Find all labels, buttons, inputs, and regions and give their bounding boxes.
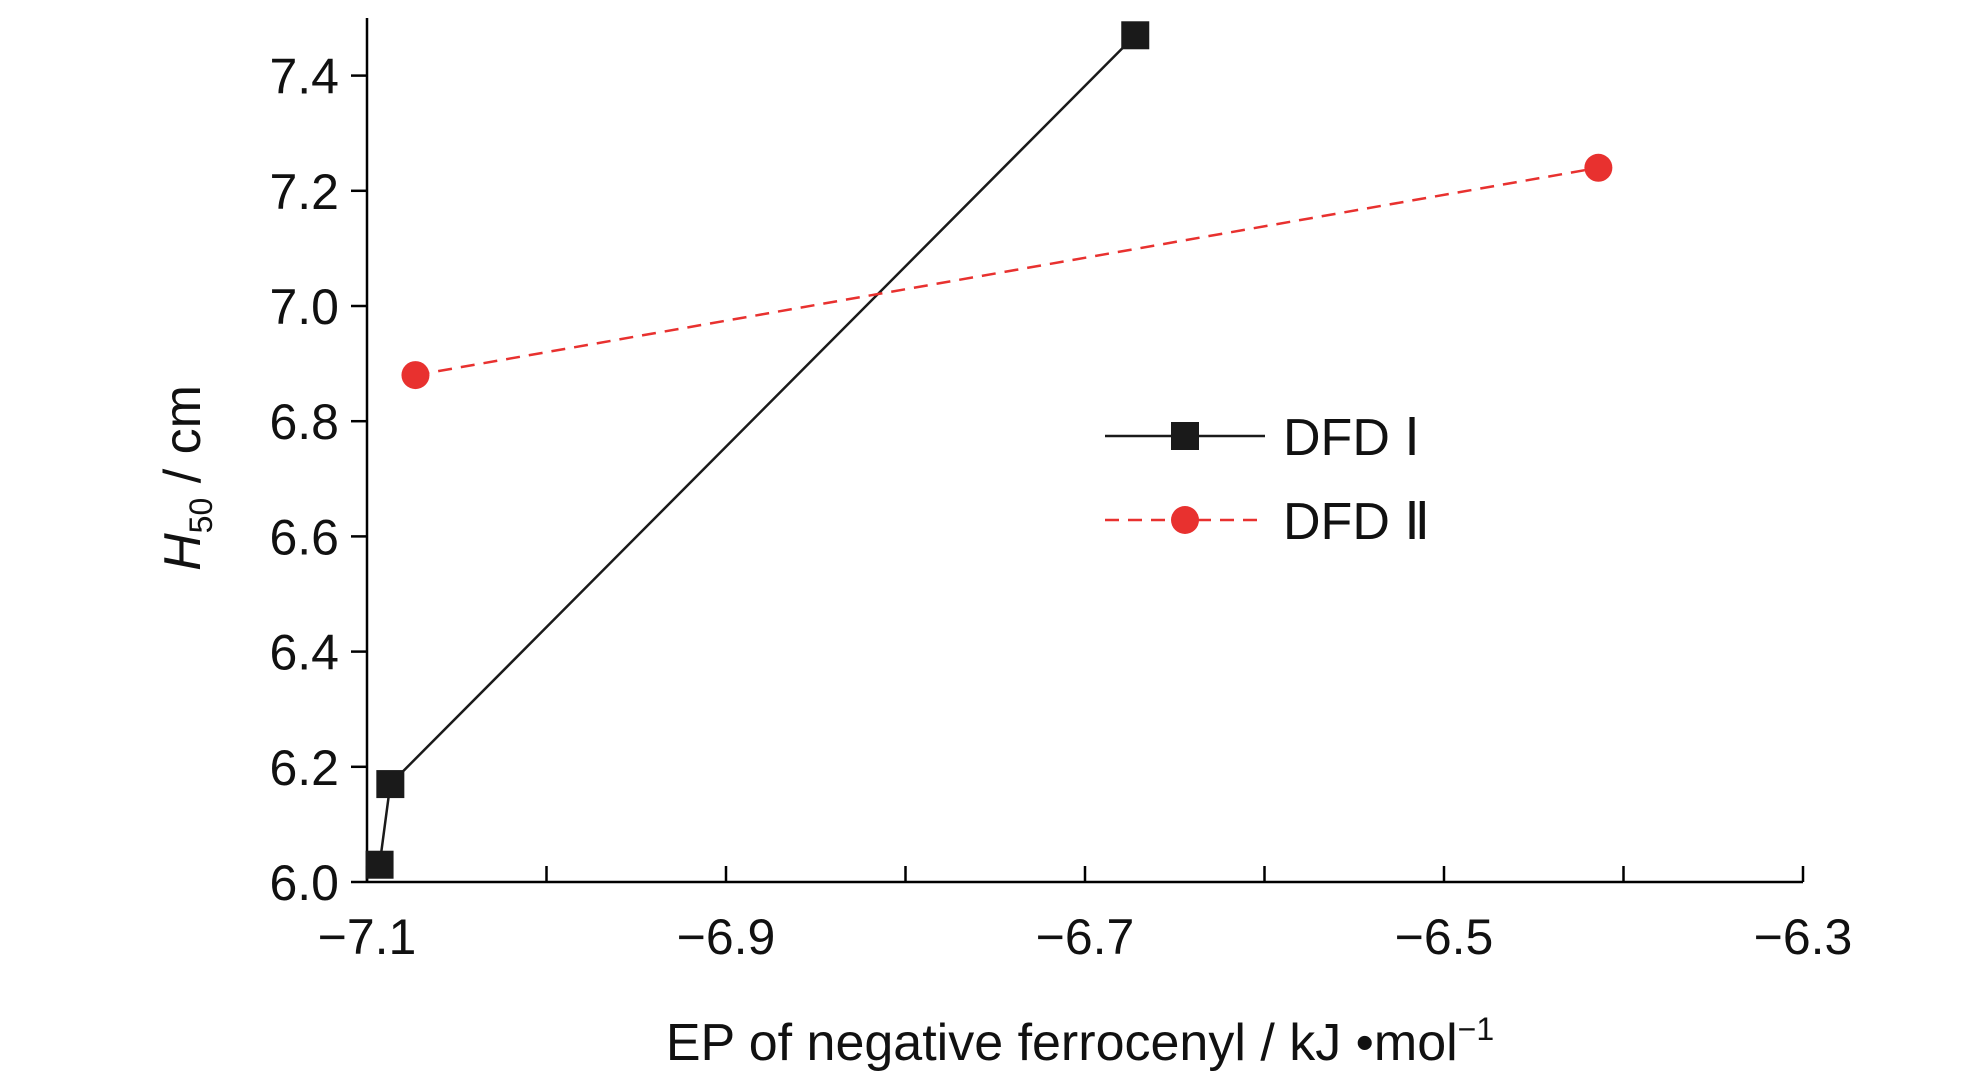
legend-marker-dfd-2 <box>1171 506 1199 534</box>
series-line-dfd-1 <box>378 34 1137 865</box>
y-tick-label: 6.6 <box>269 509 339 565</box>
data-point-dfd-1 <box>1121 21 1150 50</box>
data-point-dfd-1 <box>365 850 394 879</box>
y-tick-label: 7.0 <box>269 279 339 335</box>
x-tick-label: −7.1 <box>318 909 417 965</box>
axes <box>365 18 1803 884</box>
y-axis-title-unit: / cm <box>154 385 212 498</box>
x-axis-title-superscript: −1 <box>1458 1011 1494 1047</box>
y-axis-title: H50 / cm <box>154 385 219 571</box>
x-axis-title: EP of negative ferrocenyl / kJ •mol−1 <box>666 1011 1494 1072</box>
data-point-dfd-1 <box>376 770 405 799</box>
x-tick-label: −6.9 <box>677 909 776 965</box>
legend: DFD Ⅰ DFD Ⅱ <box>1105 409 1430 551</box>
y-tick-label: 6.2 <box>269 740 339 796</box>
x-axis-title-text: EP of negative ferrocenyl / kJ •mol <box>666 1014 1458 1072</box>
tick-labels: −7.1 −6.9 −6.7 −6.5 −6.3 6.0 6.2 6.4 6.6 6.8 7.0 7.… <box>269 49 1852 965</box>
legend-entry-dfd-2: DFD Ⅱ <box>1105 493 1430 551</box>
y-axis-title-subscript: 50 <box>183 498 219 534</box>
x-tick-label: −6.7 <box>1036 909 1135 965</box>
y-tick-label: 6.8 <box>269 394 339 450</box>
legend-marker-dfd-1 <box>1171 422 1199 450</box>
legend-label-dfd-1: DFD Ⅰ <box>1283 409 1420 467</box>
data-point-dfd-2 <box>401 361 430 390</box>
y-tick-label: 7.2 <box>269 164 339 220</box>
series-points <box>365 21 1613 879</box>
legend-label-dfd-2: DFD Ⅱ <box>1283 493 1430 551</box>
x-tick-label: −6.3 <box>1754 909 1853 965</box>
data-point-dfd-2 <box>1584 153 1613 182</box>
y-axis-title-symbol: H <box>154 533 212 571</box>
y-tick-label: 6.0 <box>269 855 339 911</box>
y-tick-label: 6.4 <box>269 625 339 681</box>
y-tick-label: 7.4 <box>269 49 339 105</box>
legend-entry-dfd-1: DFD Ⅰ <box>1105 409 1420 467</box>
x-tick-label: −6.5 <box>1395 909 1494 965</box>
series-line-dfd-2 <box>415 166 1599 377</box>
tick-marks <box>351 74 1805 884</box>
